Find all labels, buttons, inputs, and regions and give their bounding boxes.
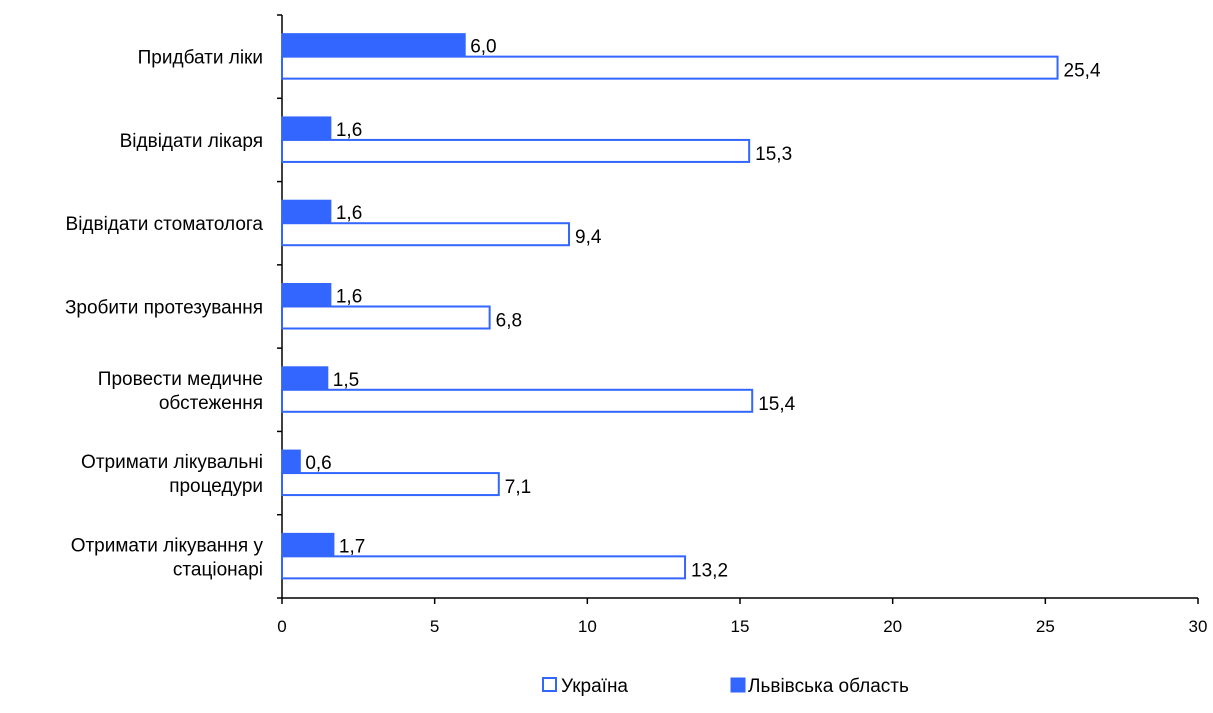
category-label: процедури [169,476,263,497]
data-label-lviv: 1,6 [336,203,362,224]
bar-ukraine [281,138,751,163]
legend-label-lviv: Львівська область [748,676,909,697]
x-tick-label: 0 [277,617,286,636]
data-label-ukraine: 7,1 [505,477,531,498]
legend-swatch-lviv [730,677,746,693]
bar-lviv [281,449,301,474]
data-label-ukraine: 25,4 [1064,61,1101,82]
bar-lviv [281,116,332,141]
data-label-lviv: 1,7 [339,536,365,557]
category-label: обстеження [159,393,263,414]
category-label: Відвідати стоматолога [66,214,264,235]
data-label-ukraine: 13,2 [691,560,728,581]
data-label-ukraine: 15,4 [758,394,795,415]
category-label: Відвідати лікаря [120,131,263,152]
x-tick-label: 5 [430,617,439,636]
data-label-lviv: 1,5 [333,370,359,391]
data-label-ukraine: 9,4 [575,227,602,248]
category-label: Зробити протезування [65,298,263,319]
data-label-ukraine: 15,3 [755,144,792,165]
data-label-lviv: 6,0 [470,37,496,58]
bar-ukraine [281,388,754,413]
bar-ukraine [281,55,1059,80]
bar-lviv [281,199,332,224]
bar-ukraine [281,555,687,580]
bar-ukraine [281,472,500,497]
category-label: Отримати лікувальні [81,452,263,473]
category-label: Отримати лікування у [71,535,264,556]
data-label-lviv: 0,6 [305,453,331,474]
category-label: Придбати ліки [138,48,263,69]
category-label: стаціонарі [173,559,263,580]
data-label-lviv: 1,6 [336,120,362,141]
bar-lviv [281,283,332,307]
x-tick-label: 25 [1036,617,1055,636]
x-tick-label: 20 [883,617,902,636]
x-tick-label: 10 [578,617,597,636]
bar-lviv [281,532,335,557]
bar-ukraine [281,222,571,247]
bar-lviv [281,33,466,58]
legend-swatch-ukraine [542,677,557,692]
x-tick-label: 15 [731,617,750,636]
data-label-lviv: 1,6 [336,287,362,308]
bar-lviv [281,366,329,391]
data-label-ukraine: 6,8 [496,311,522,332]
bar-ukraine [281,305,491,330]
legend-label-ukraine: Україна [561,676,628,697]
x-tick-label: 30 [1189,617,1208,636]
category-label: Провести медичне [98,369,263,390]
